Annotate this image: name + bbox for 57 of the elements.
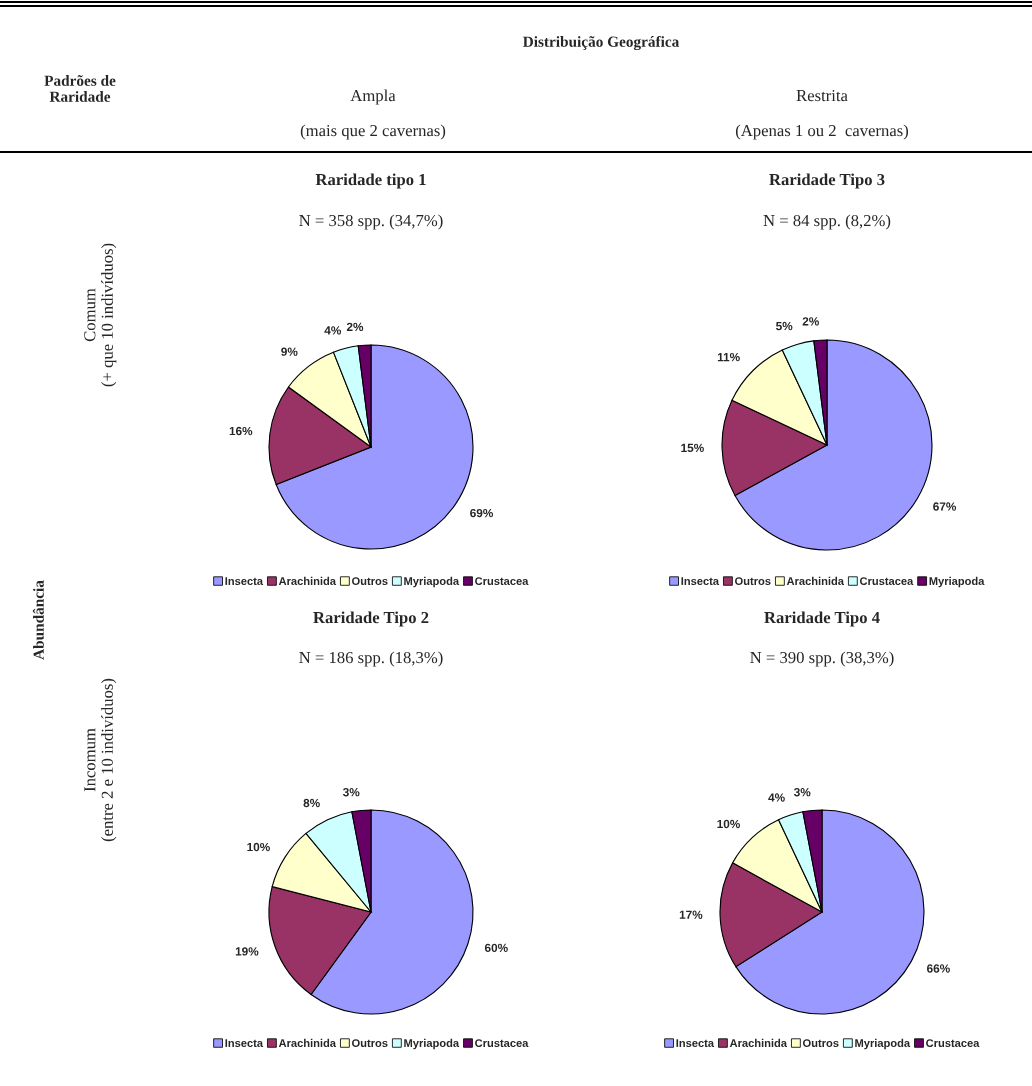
data-label: 8%: [303, 798, 320, 808]
data-label: 60%: [484, 943, 508, 953]
data-label: 69%: [470, 508, 494, 518]
data-label: 2%: [802, 317, 819, 326]
text: Comum (+ que 10 indivíduos): [84, 243, 117, 387]
data-label: 67%: [933, 502, 957, 511]
data-label: 4%: [768, 793, 785, 802]
chart-title: Raridade Tipo 4: [764, 611, 880, 627]
data-label: 3%: [793, 788, 811, 797]
data-label: 11%: [717, 352, 740, 362]
legend-label: Insecta: [676, 1039, 715, 1048]
legend-label: Insecta: [225, 577, 264, 586]
data-label: 66%: [927, 964, 950, 973]
text: Restrita: [796, 89, 848, 102]
chart-title: Raridade Tipo 2: [313, 611, 429, 627]
data-label: 19%: [235, 947, 259, 956]
data-label: 10%: [717, 819, 740, 829]
data-label: 2%: [346, 322, 364, 332]
chart-subtitle: N = 186 spp. (18,3%): [299, 651, 443, 667]
legend-label: Outros: [352, 1039, 388, 1048]
text: Padrões de Raridade: [44, 75, 116, 102]
data-label: 9%: [281, 347, 298, 356]
data-label: 10%: [247, 842, 270, 852]
legend-label: Myriapoda: [404, 576, 460, 588]
legend-label: Insecta: [681, 577, 720, 586]
data-label: 16%: [229, 426, 253, 436]
legend-label: Outros: [803, 1039, 839, 1048]
legend-label: Myriapoda: [929, 576, 985, 588]
data-label: 5%: [776, 321, 793, 331]
chart-subtitle: N = 84 spp. (8,2%): [763, 214, 891, 230]
legend-label: Outros: [352, 577, 388, 586]
text: Ampla: [350, 89, 396, 105]
chart-title: Raridade Tipo 3: [769, 173, 885, 189]
text: Distribuição Geográfica: [522, 35, 680, 51]
legend-label: Myriapoda: [855, 1038, 911, 1050]
legend-label: Arachinida: [786, 576, 845, 586]
legend-label: Crustacea: [475, 577, 529, 586]
legend-label: Crustacea: [859, 577, 914, 586]
data-label: 3%: [342, 788, 360, 797]
legend-label: Arachinida: [278, 576, 337, 586]
legend-label: Crustacea: [475, 1039, 529, 1048]
legend-label: Arachinida: [729, 1038, 788, 1048]
legend-label: Insecta: [225, 1039, 264, 1048]
chart-title: Raridade tipo 1: [315, 173, 426, 189]
legend-label: Outros: [735, 577, 771, 586]
legend-label: Myriapoda: [404, 1038, 460, 1050]
text: Abundância: [32, 580, 44, 660]
data-label: 15%: [681, 443, 704, 453]
text: (Apenas 1 ou 2 cavernas): [735, 124, 909, 140]
text: (mais que 2 cavernas): [300, 124, 446, 140]
data-label: 17%: [679, 910, 703, 919]
data-label: 4%: [324, 326, 342, 335]
legend-label: Crustacea: [926, 1039, 980, 1048]
chart-subtitle: N = 390 spp. (38,3%): [750, 651, 894, 667]
legend-label: Arachinida: [278, 1038, 337, 1048]
text: Incomum (entre 2 e 10 indivíduos): [84, 678, 117, 842]
chart-subtitle: N = 358 spp. (34,7%): [299, 214, 443, 230]
